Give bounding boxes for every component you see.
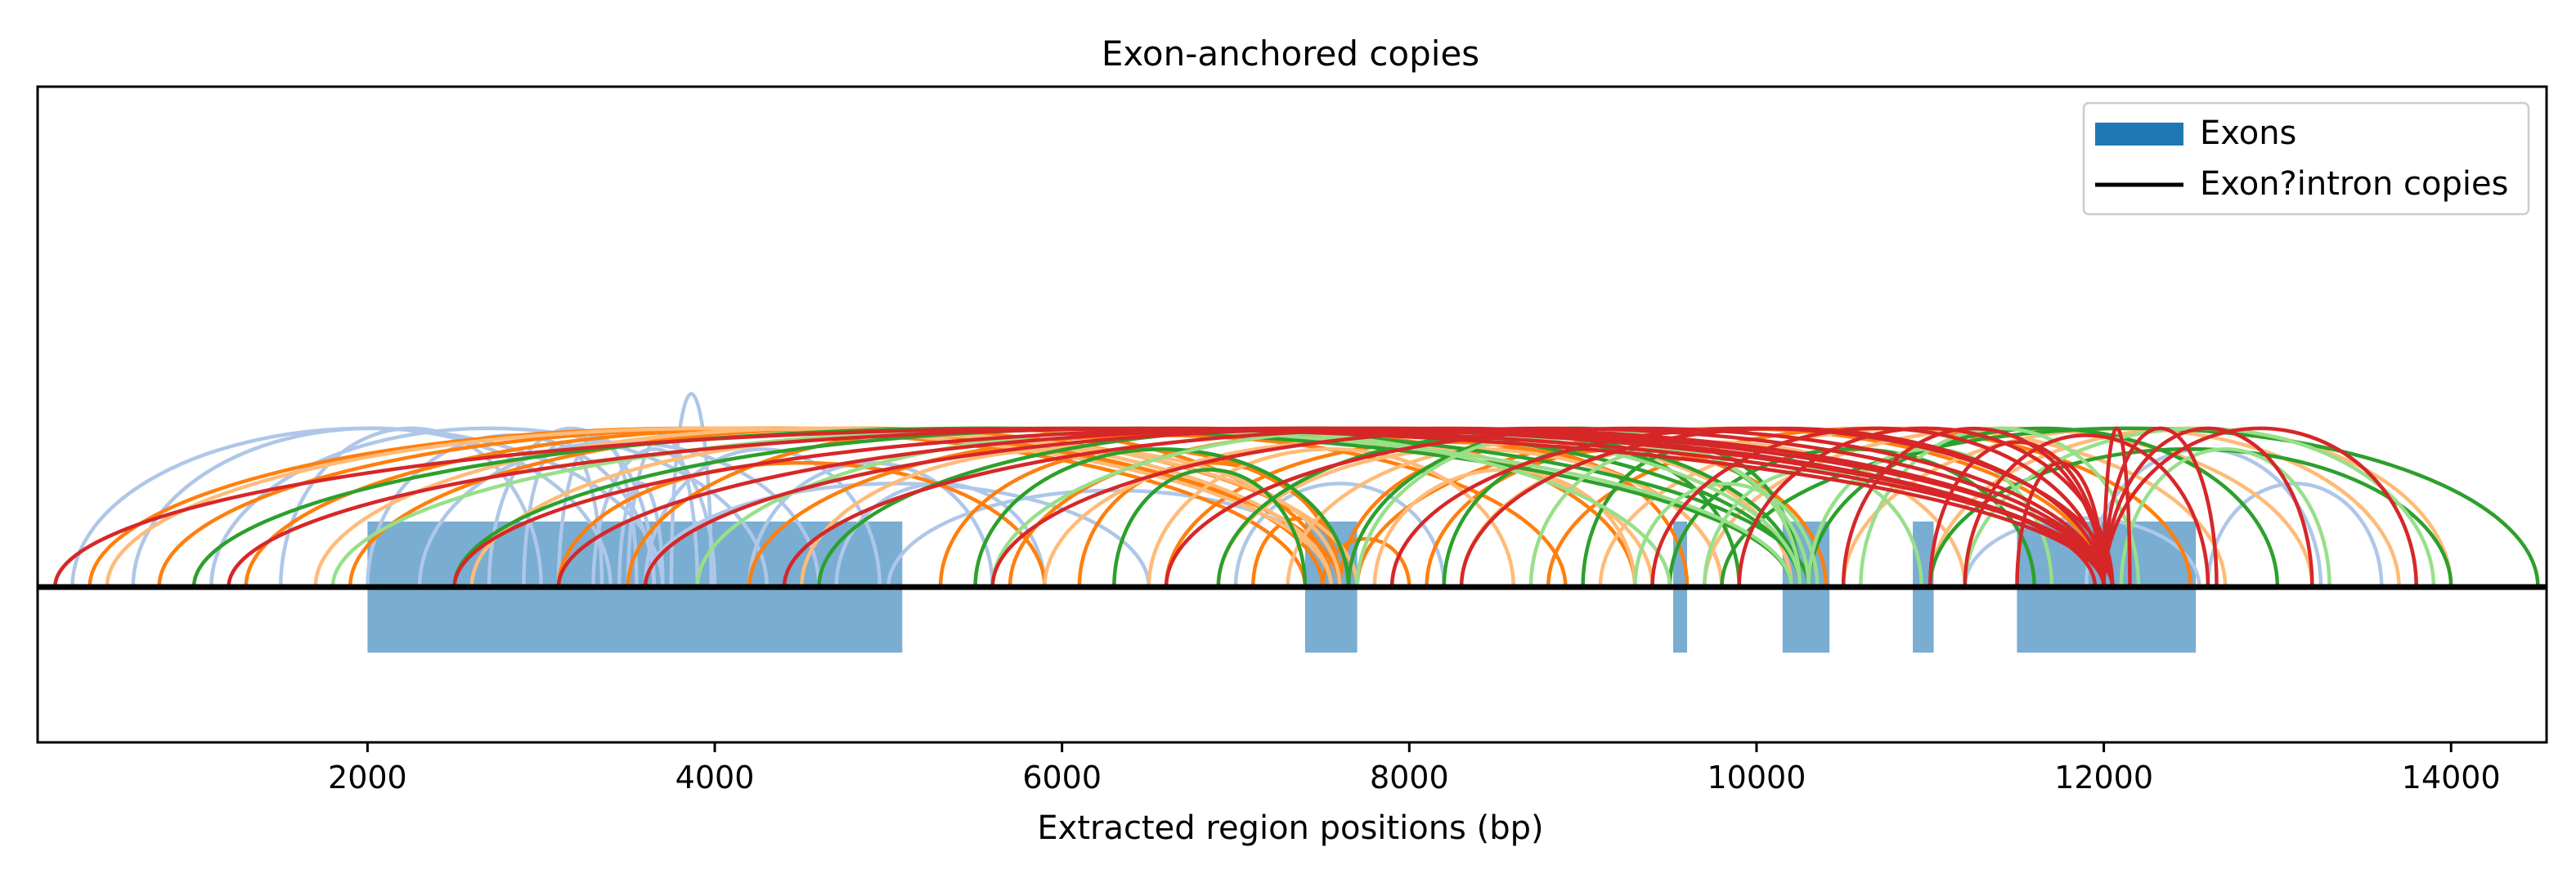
arcs-layer bbox=[52, 392, 2540, 588]
copy-arc bbox=[973, 447, 1351, 588]
copy-arc bbox=[2102, 427, 2314, 588]
copy-arc bbox=[1112, 468, 1308, 588]
x-tick-label: 10000 bbox=[1708, 760, 1806, 796]
axes-frame bbox=[36, 85, 2548, 744]
copy-arc bbox=[2102, 426, 2132, 588]
copy-arc bbox=[2119, 447, 2331, 588]
x-tick-label: 2000 bbox=[328, 760, 407, 796]
copy-arc bbox=[1928, 440, 2106, 588]
legend-label-copies: Exon?intron copies bbox=[2200, 165, 2508, 203]
copy-arc bbox=[1633, 482, 1820, 588]
copy-arc bbox=[1806, 426, 2280, 588]
legend: Exons Exon?intron copies bbox=[2082, 101, 2530, 216]
copy-arc bbox=[313, 426, 1334, 588]
x-tick-label: 6000 bbox=[1022, 760, 1102, 796]
copy-arc bbox=[1147, 447, 1515, 588]
copy-arc bbox=[2102, 426, 2219, 588]
copy-arc bbox=[1963, 433, 2210, 588]
legend-box bbox=[2082, 101, 2530, 216]
copy-arc bbox=[556, 460, 1047, 588]
copy-arc bbox=[2015, 460, 2106, 588]
x-tick-label: 8000 bbox=[1370, 760, 1449, 796]
copy-arc bbox=[1650, 426, 2106, 588]
legend-swatch-exons bbox=[2095, 123, 2183, 146]
copy-arc bbox=[1233, 482, 1447, 588]
copy-arc bbox=[1720, 427, 2540, 588]
copy-arc bbox=[990, 426, 2106, 588]
copy-arc bbox=[1164, 426, 2106, 588]
x-axis-label: Extracted region positions (bp) bbox=[1037, 809, 1543, 847]
x-axis: 2000 4000 6000 8000 10000 12000 14000 bbox=[328, 742, 2501, 796]
x-tick-label: 14000 bbox=[2402, 760, 2501, 796]
legend-label-exons: Exons bbox=[2200, 114, 2296, 152]
copy-arc bbox=[1528, 447, 1802, 588]
x-tick-label: 12000 bbox=[2054, 760, 2153, 796]
copy-arc bbox=[747, 461, 994, 588]
copy-arc bbox=[782, 426, 2106, 588]
copy-arc bbox=[2102, 427, 2419, 588]
chart-title: Exon-anchored copies bbox=[1102, 34, 1479, 74]
copy-arc bbox=[1841, 426, 2106, 588]
plot-area bbox=[38, 392, 2547, 653]
x-tick-label: 4000 bbox=[675, 760, 755, 796]
copy-arc bbox=[1459, 426, 2106, 588]
copy-arc bbox=[617, 482, 665, 588]
